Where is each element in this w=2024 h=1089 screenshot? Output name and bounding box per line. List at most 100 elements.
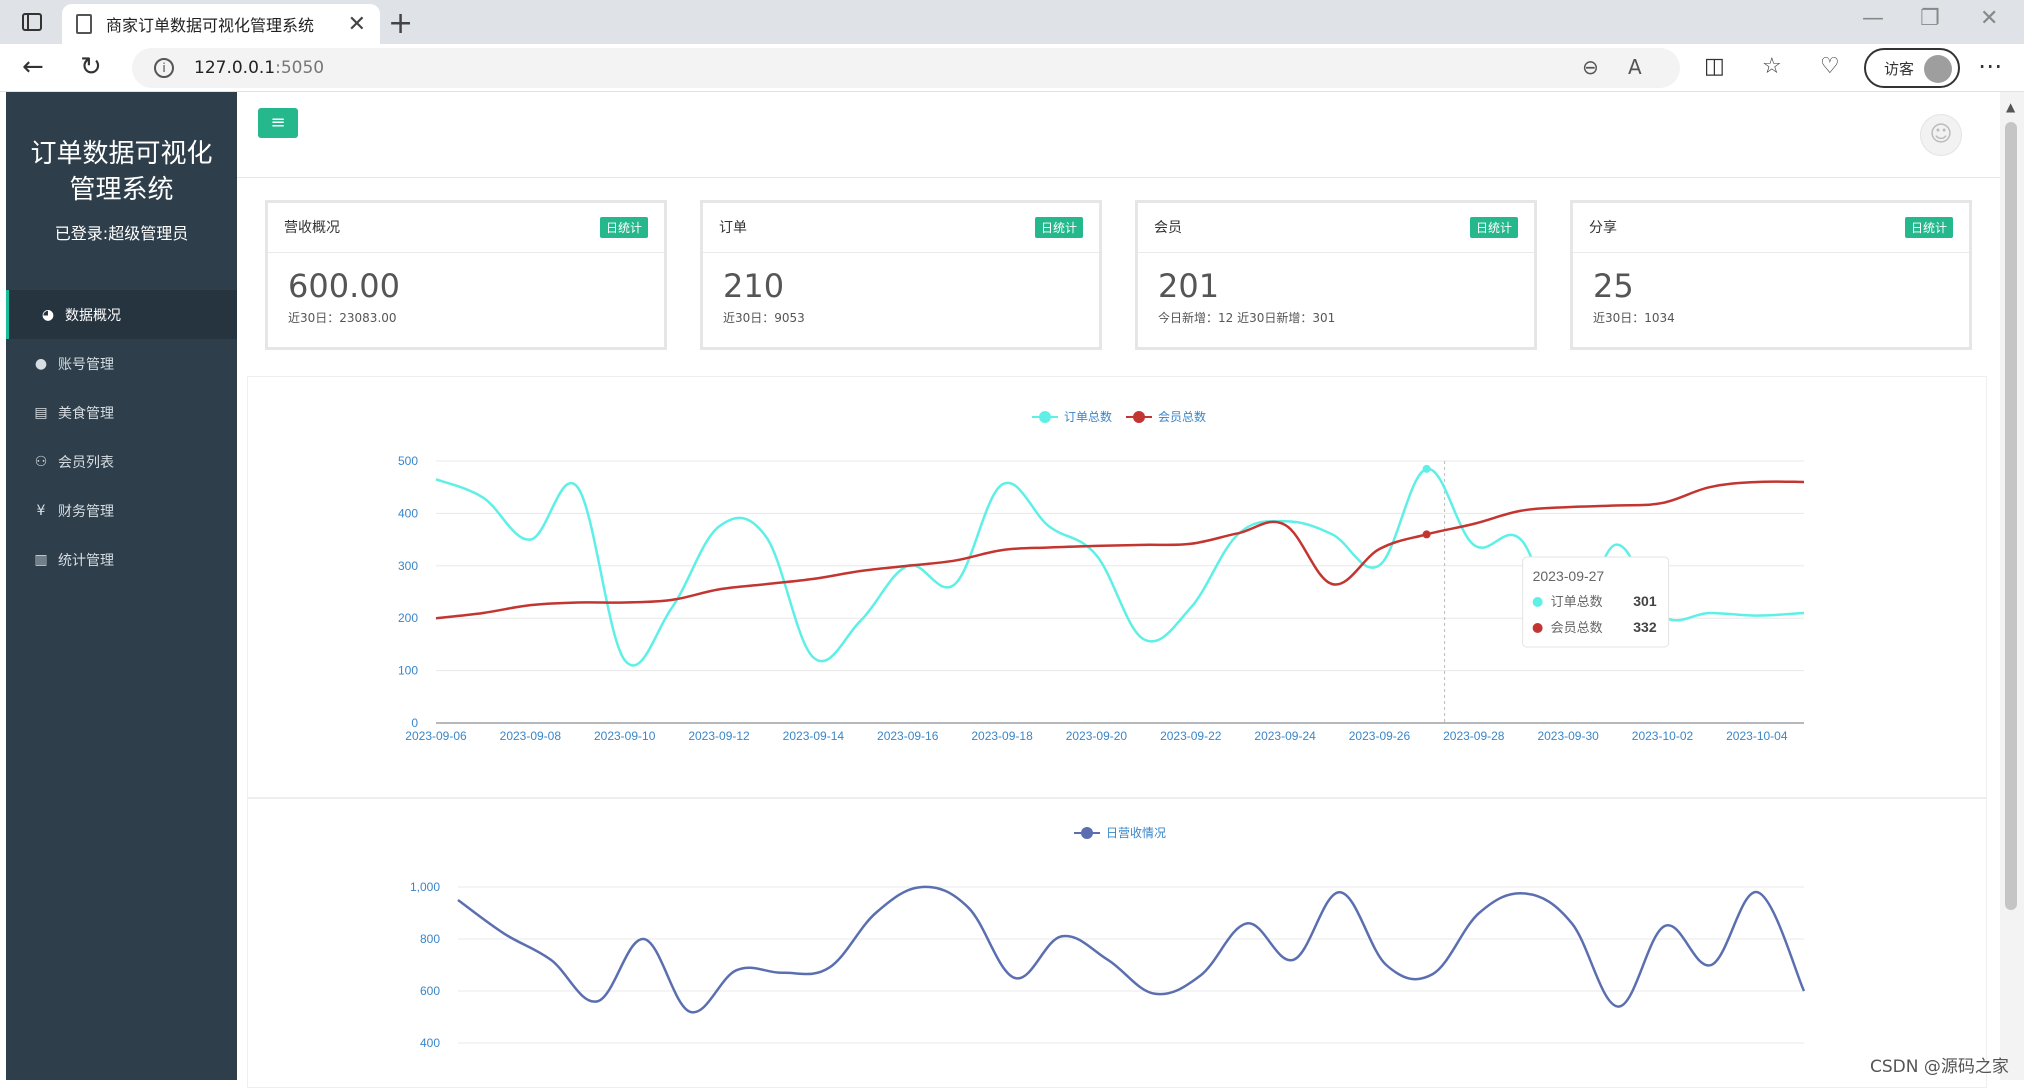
url-port: :5050 [275, 58, 324, 78]
sidebar-item-overview[interactable]: ◕ 数据概况 [6, 290, 237, 339]
close-tab-icon[interactable]: ✕ [348, 12, 366, 37]
sidebar: 订单数据可视化 管理系统 已登录:超级管理员 ◕ 数据概况 ● 账号管理 ▤ 美… [6, 92, 237, 1080]
profile-button[interactable]: 访客 [1864, 48, 1960, 88]
y-tick-label: 400 [398, 506, 418, 520]
more-icon[interactable]: ⋯ [1978, 52, 2002, 80]
card-subtext: 近30日：1034 [1593, 309, 1675, 326]
dashboard-icon: ◕ [37, 307, 59, 323]
scrollbar-thumb[interactable] [2005, 122, 2017, 910]
browser-essentials-icon[interactable]: ♡ [1820, 54, 1840, 79]
card-title: 营收概况 [284, 217, 340, 237]
favorites-icon[interactable]: ☆ [1762, 54, 1782, 79]
tab-actions-icon[interactable] [14, 8, 50, 36]
split-screen-icon[interactable]: ◫ [1704, 54, 1725, 79]
page-scrollbar[interactable]: ▲ [2000, 92, 2024, 1080]
y-tick-label: 300 [398, 559, 418, 573]
card-title: 会员 [1154, 217, 1182, 237]
sidebar-item-label: 统计管理 [58, 550, 114, 570]
x-tick-label: 2023-09-06 [405, 729, 467, 743]
card-subtext: 近30日：23083.00 [288, 309, 397, 326]
legend-label: 会员总数 [1158, 409, 1206, 424]
tooltip-label: 订单总数 [1551, 594, 1603, 609]
stat-card-orders: 订单 日统计 210 近30日：9053 [700, 200, 1102, 350]
restore-icon[interactable]: ❐ [1920, 6, 1940, 31]
reload-icon[interactable]: ↻ [80, 52, 102, 82]
y-tick-label: 200 [398, 611, 418, 625]
x-tick-label: 2023-10-04 [1726, 729, 1788, 743]
stat-card-revenue: 营收概况 日统计 600.00 近30日：23083.00 [265, 200, 667, 350]
card-subtext: 近30日：9053 [723, 309, 805, 326]
legend-dot [1081, 827, 1093, 839]
page-icon [76, 14, 92, 34]
tooltip-label: 会员总数 [1551, 620, 1603, 635]
new-tab-icon[interactable]: + [388, 6, 413, 41]
y-tick-label: 800 [420, 932, 440, 946]
y-tick-label: 0 [411, 716, 418, 730]
y-tick-label: 100 [398, 664, 418, 678]
orders-members-chart[interactable]: 0 100 200 300 400 500 2023-09-06 2023-09-08 2023… [248, 377, 1988, 799]
sidebar-item-label: 账号管理 [58, 354, 114, 374]
users-icon: ⚇ [30, 454, 52, 470]
tab-title: 商家订单数据可视化管理系统 [106, 12, 348, 36]
read-aloud-icon[interactable]: A [1628, 55, 1642, 79]
watermark: CSDN @源码之家 [1870, 1052, 2009, 1077]
app-title-line1: 订单数据可视化 [6, 136, 237, 172]
main-content: ≡ ☺ 营收概况 日统计 600.00 近30日：23083.00 订单 日统计… [237, 92, 2000, 1080]
zoom-out-icon[interactable]: ⊖ [1582, 55, 1599, 79]
legend-label: 订单总数 [1064, 409, 1112, 424]
x-tick-label: 2023-09-28 [1443, 729, 1505, 743]
x-tick-label: 2023-09-20 [1066, 729, 1128, 743]
browser-tab-bar: 商家订单数据可视化管理系统 ✕ + — ❐ ✕ [0, 0, 2024, 44]
stat-card-shares: 分享 日统计 25 近30日：1034 [1570, 200, 1972, 350]
sidebar-item-statistics[interactable]: ▥ 统计管理 [6, 535, 237, 584]
tooltip-dot [1533, 623, 1543, 633]
x-tick-label: 2023-09-24 [1254, 729, 1316, 743]
scroll-up-icon[interactable]: ▲ [2006, 100, 2015, 114]
x-tick-label: 2023-09-08 [500, 729, 562, 743]
user-avatar[interactable]: ☺ [1920, 114, 1962, 156]
data-point [1423, 465, 1431, 473]
back-icon[interactable]: ← [22, 52, 44, 82]
card-subtext: 今日新增：12 近30日新增：301 [1158, 309, 1335, 326]
menu-toggle-button[interactable]: ≡ [258, 108, 298, 138]
card-badge: 日统计 [1905, 217, 1953, 238]
site-info-icon[interactable]: i [154, 58, 174, 78]
sidebar-menu: ◕ 数据概况 ● 账号管理 ▤ 美食管理 ⚇ 会员列表 ¥ 财务管理 ▥ 统计管… [6, 290, 237, 584]
sidebar-item-accounts[interactable]: ● 账号管理 [6, 339, 237, 388]
profile-label: 访客 [1884, 58, 1914, 79]
url-host: 127.0.0.1 [194, 58, 275, 78]
stat-card-members: 会员 日统计 201 今日新增：12 近30日新增：301 [1135, 200, 1537, 350]
x-tick-label: 2023-09-18 [971, 729, 1033, 743]
y-tick-label: 500 [398, 454, 418, 468]
window-close-icon[interactable]: ✕ [1980, 6, 1998, 31]
sidebar-item-label: 会员列表 [58, 452, 114, 472]
top-bar: ≡ ☺ [237, 92, 2000, 178]
book-icon: ▤ [30, 405, 52, 421]
x-tick-label: 2023-09-22 [1160, 729, 1222, 743]
bar-chart-icon: ▥ [30, 552, 52, 568]
legend-label: 日营收情况 [1106, 826, 1166, 840]
app-title: 订单数据可视化 管理系统 [6, 136, 237, 208]
legend-dot [1039, 411, 1051, 423]
browser-tab[interactable]: 商家订单数据可视化管理系统 ✕ [62, 4, 380, 44]
tooltip-value: 301 [1633, 593, 1657, 609]
sidebar-item-label: 美食管理 [58, 403, 114, 423]
yen-icon: ¥ [30, 503, 52, 519]
sidebar-item-finance[interactable]: ¥ 财务管理 [6, 486, 237, 535]
minimize-icon[interactable]: — [1862, 6, 1884, 31]
x-tick-label: 2023-09-12 [688, 729, 750, 743]
x-tick-label: 2023-09-10 [594, 729, 656, 743]
user-icon: ● [30, 356, 52, 372]
sidebar-item-label: 财务管理 [58, 501, 114, 521]
sidebar-item-members[interactable]: ⚇ 会员列表 [6, 437, 237, 486]
sidebar-item-food[interactable]: ▤ 美食管理 [6, 388, 237, 437]
tooltip-date: 2023-09-27 [1533, 568, 1605, 584]
x-tick-label: 2023-09-16 [877, 729, 939, 743]
legend-dot [1133, 411, 1145, 423]
x-tick-label: 2023-09-14 [783, 729, 845, 743]
url-field[interactable]: i 127.0.0.1:5050 ⊖ A [132, 48, 1680, 88]
tooltip-value: 332 [1633, 619, 1657, 635]
sidebar-item-label: 数据概况 [65, 305, 121, 325]
